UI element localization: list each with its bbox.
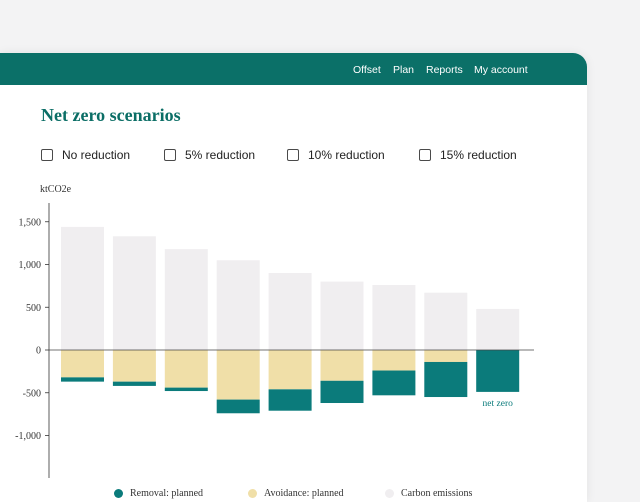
legend-emissions-label: Carbon emissions (401, 488, 473, 499)
filter-5-reduction[interactable]: 5% reduction (164, 148, 255, 162)
bar-removal-planned (61, 377, 104, 382)
bar-removal-planned (424, 361, 468, 398)
filter-15-reduction[interactable]: 15% reduction (419, 148, 517, 162)
bar-carbon-emissions (112, 236, 156, 350)
filter-10-reduction[interactable]: 10% reduction (287, 148, 385, 162)
app-window: Offset Plan Reports My account Net zero … (0, 53, 587, 502)
y-tick-label: -500 (23, 388, 41, 399)
bar-avoidance-planned (424, 350, 468, 362)
bar-removal-planned (476, 350, 520, 392)
bar-removal-planned (216, 399, 260, 414)
legend-removal-label: Removal: planned (130, 488, 204, 499)
filter-no-reduction[interactable]: No reduction (41, 148, 130, 162)
bar-carbon-emissions (372, 285, 416, 350)
legend-emissions-swatch (385, 489, 394, 498)
15-reduction-label: 15% reduction (440, 148, 517, 162)
bar-carbon-emissions (216, 260, 260, 350)
bar-removal-planned (372, 370, 416, 396)
bar-carbon-emissions (61, 226, 104, 350)
no-reduction-checkbox[interactable] (41, 149, 53, 161)
top-navbar: Offset Plan Reports My account (0, 53, 587, 85)
y-axis-unit-label: ktCO2e (40, 184, 72, 195)
bar-avoidance-planned (164, 350, 208, 388)
bar-avoidance-planned (268, 350, 312, 390)
bar-removal-planned (112, 381, 156, 386)
bar-carbon-emissions (164, 249, 208, 350)
bar-avoidance-planned (320, 350, 364, 381)
legend-removal: Removal: planned (114, 488, 203, 499)
net-zero-annotation: net zero (483, 399, 514, 409)
bar-avoidance-planned (216, 350, 260, 400)
legend-avoidance: Avoidance: planned (248, 488, 344, 499)
y-tick-label: 1,500 (19, 217, 42, 228)
bar-avoidance-planned (372, 350, 416, 371)
nav-offset-link[interactable]: Offset (353, 64, 381, 76)
no-reduction-label: No reduction (62, 148, 131, 162)
bar-carbon-emissions (424, 292, 468, 350)
bar-carbon-emissions (268, 273, 312, 350)
y-tick-label: 0 (36, 346, 41, 357)
legend-emissions: Carbon emissions (385, 488, 472, 499)
y-tick-label: -1,000 (15, 431, 41, 442)
nav-my-account-link[interactable]: My account (474, 64, 528, 76)
nav-reports-link[interactable]: Reports (426, 64, 463, 76)
10-reduction-checkbox[interactable] (287, 149, 299, 161)
bar-removal-planned (164, 387, 208, 392)
nav-plan-link[interactable]: Plan (393, 64, 415, 76)
5-reduction-label: 5% reduction (185, 148, 256, 162)
net-zero-chart: ktCO2e1,5001,0005000-500-1,0002021202220… (15, 184, 534, 478)
bar-avoidance-planned (61, 350, 104, 378)
legend-avoidance-swatch (248, 489, 257, 498)
bar-carbon-emissions (476, 308, 520, 350)
y-tick-label: 500 (26, 303, 41, 314)
legend-avoidance-label: Avoidance: planned (264, 488, 344, 499)
bar-avoidance-planned (112, 350, 156, 382)
bar-removal-planned (320, 380, 364, 404)
bar-carbon-emissions (320, 281, 364, 350)
bar-removal-planned (268, 389, 312, 411)
5-reduction-checkbox[interactable] (164, 149, 176, 161)
10-reduction-label: 10% reduction (308, 148, 385, 162)
y-tick-label: 1,000 (19, 260, 42, 271)
page-title: Net zero scenarios (41, 105, 181, 125)
15-reduction-checkbox[interactable] (419, 149, 431, 161)
legend-removal-swatch (114, 489, 123, 498)
